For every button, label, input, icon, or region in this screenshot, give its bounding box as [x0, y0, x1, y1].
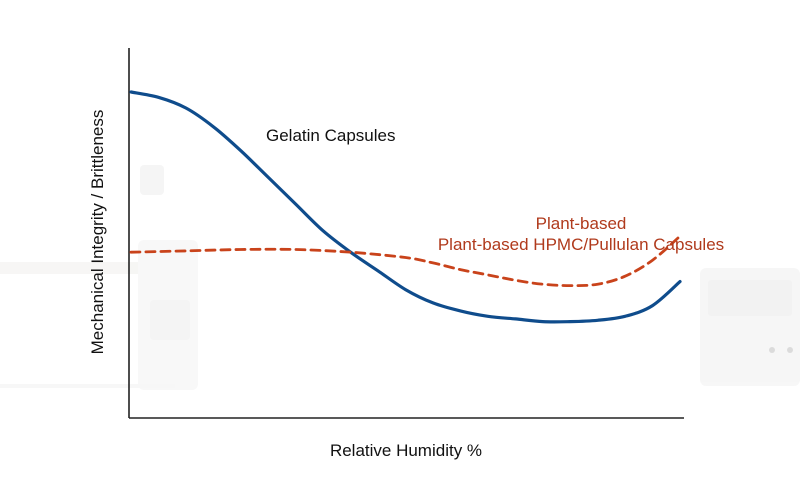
left-bench-edge [0, 384, 175, 388]
x-axis-label: Relative Humidity % [330, 441, 482, 460]
y-axis-label: Mechanical Integrity / Brittleness [88, 110, 107, 355]
left-equipment-body [138, 240, 198, 390]
left-bench-shadow [0, 262, 175, 274]
gelatin-annotation: Gelatin Capsules [266, 126, 395, 145]
plant-annotation-line2: Plant-based HPMC/Pullulan Capsules [438, 235, 724, 254]
right-equipment-knob [769, 347, 775, 353]
plant-based-series-line [129, 234, 682, 288]
right-equipment-body [700, 268, 800, 386]
left-equipment-part [140, 165, 164, 195]
gelatin-series-line [129, 90, 682, 324]
series-layer [129, 90, 682, 324]
right-equipment-knob [787, 347, 793, 353]
left-equipment-detail [150, 300, 190, 340]
right-equipment-panel [708, 280, 792, 316]
plant-annotation-line1: Plant-based [536, 214, 627, 233]
